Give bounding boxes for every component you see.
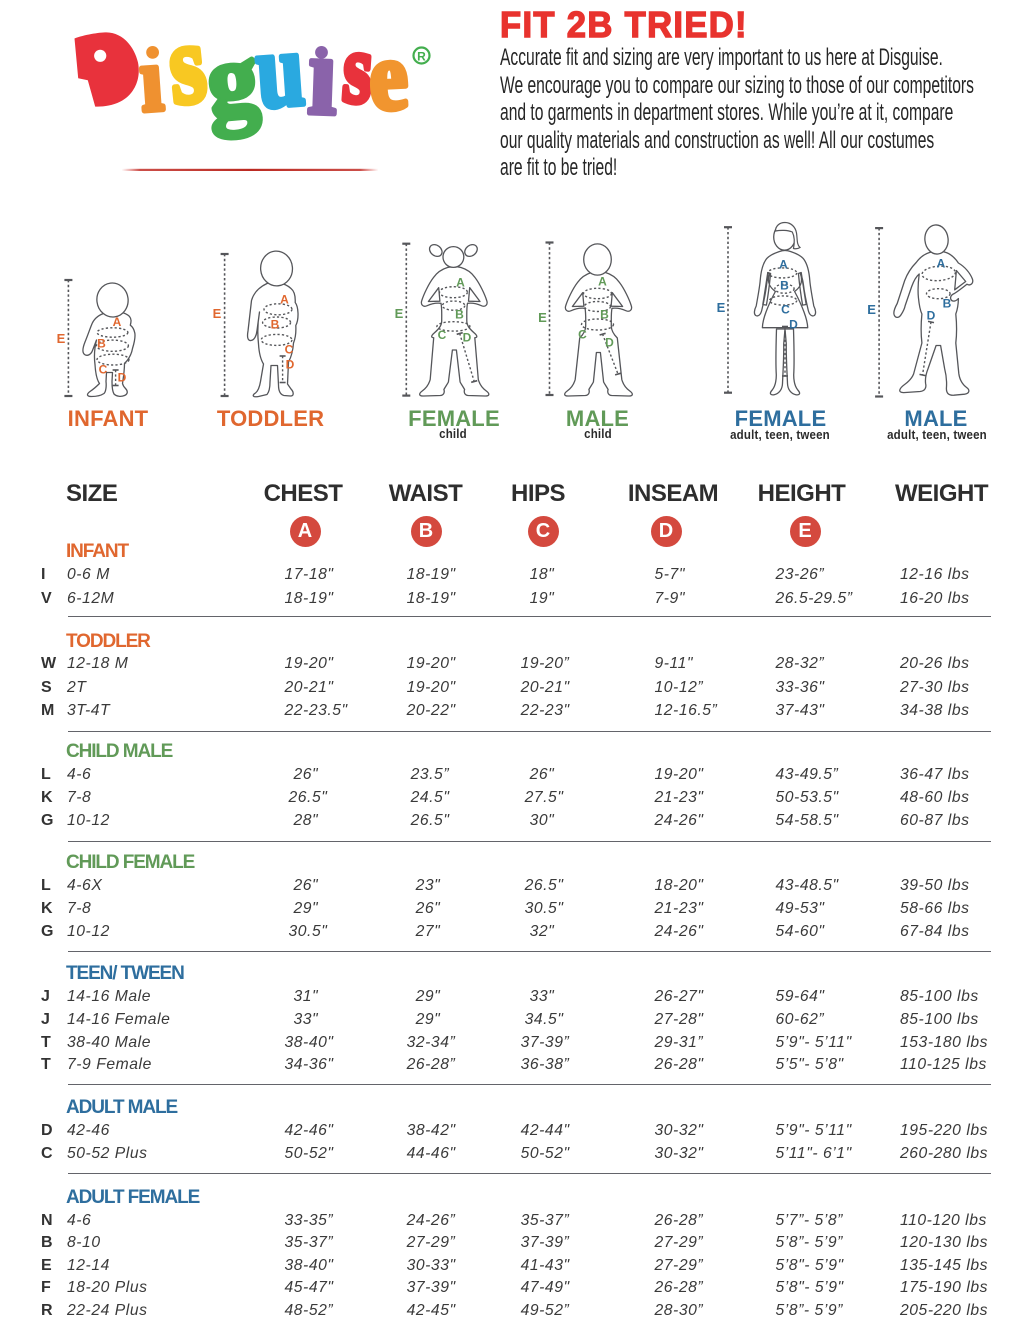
svg-text:E: E <box>867 302 876 317</box>
svg-text:A: A <box>598 275 607 289</box>
svg-text:E: E <box>57 331 66 346</box>
svg-text:E: E <box>538 310 547 325</box>
svg-text:u: u <box>252 9 308 130</box>
svg-text:D: D <box>789 318 798 332</box>
svg-text:C: C <box>781 303 790 317</box>
svg-text:B: B <box>271 318 280 332</box>
svg-text:D: D <box>927 309 936 323</box>
svg-text:A: A <box>779 258 788 272</box>
svg-text:C: C <box>578 328 587 342</box>
svg-text:A: A <box>280 293 289 307</box>
svg-text:B: B <box>455 308 464 322</box>
svg-text:D: D <box>118 371 127 385</box>
svg-text:B: B <box>97 337 106 351</box>
svg-text:e: e <box>366 21 410 131</box>
svg-text:C: C <box>438 328 447 342</box>
svg-text:D: D <box>286 358 295 372</box>
svg-text:D: D <box>605 336 614 350</box>
svg-text:A: A <box>456 276 465 290</box>
svg-text:B: B <box>943 297 952 311</box>
svg-text:C: C <box>99 363 108 377</box>
svg-text:B: B <box>600 308 609 322</box>
svg-text:g: g <box>202 20 263 140</box>
svg-text:C: C <box>285 343 294 357</box>
svg-text:A: A <box>113 315 122 329</box>
svg-text:D: D <box>463 331 472 345</box>
svg-text:E: E <box>395 306 404 321</box>
svg-text:E: E <box>213 306 222 321</box>
svg-text:ı: ı <box>306 11 340 139</box>
svg-text:R: R <box>417 50 426 64</box>
svg-text:A: A <box>937 257 946 271</box>
svg-text:B: B <box>780 279 789 293</box>
svg-text:E: E <box>717 300 726 315</box>
